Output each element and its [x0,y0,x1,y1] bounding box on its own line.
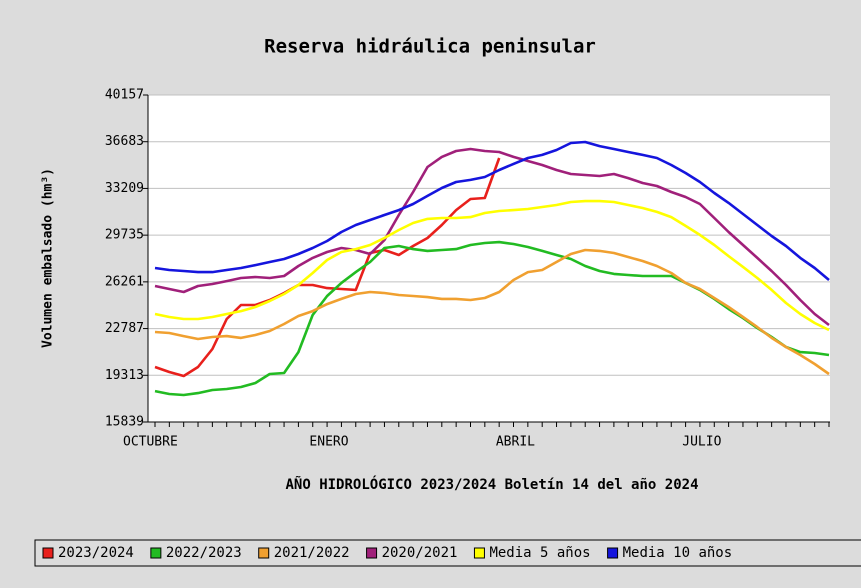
series-line [154,248,830,376]
x-tick-label: JULIO [682,435,721,450]
y-tick-label: 15839 [105,415,144,430]
legend-box [34,539,861,567]
chart-title: Reserva hidráulica peninsular [264,36,596,58]
y-tick-label: 26261 [105,274,144,289]
y-axis-label: Volumen embalsado (hm³) [41,168,56,348]
legend-label: 2022/2023 [166,545,242,561]
legend-label: Media 10 años [623,545,733,561]
legend-swatch [607,547,619,559]
plot-area [148,95,830,422]
legend-swatch [473,547,485,559]
x-tick-label: ABRIL [496,435,535,450]
legend-label: 2020/2021 [382,545,458,561]
y-tick-label: 29735 [105,228,144,243]
legend-swatch [258,547,270,559]
legend-swatch [366,547,378,559]
legend-label: 2021/2022 [274,545,350,561]
x-tick-label: OCTUBRE [123,435,178,450]
y-tick-label: 19313 [105,368,144,383]
legend-label: 2023/2024 [58,545,134,561]
legend-swatch [150,547,162,559]
series-line [154,199,830,332]
legend-label: Media 5 años [489,545,590,561]
y-tick-label: 40157 [105,88,144,103]
x-axis-label: AÑO HIDROLÓGICO 2023/2024 Boletín 14 del… [285,475,698,493]
series-line [154,140,830,281]
x-tick-label: ENERO [309,435,348,450]
y-tick-label: 36683 [105,134,144,149]
series-line [154,147,830,327]
series-line [154,157,501,378]
y-tick-label: 33209 [105,181,144,196]
y-tick-label: 22787 [105,321,144,336]
legend-swatch [42,547,54,559]
